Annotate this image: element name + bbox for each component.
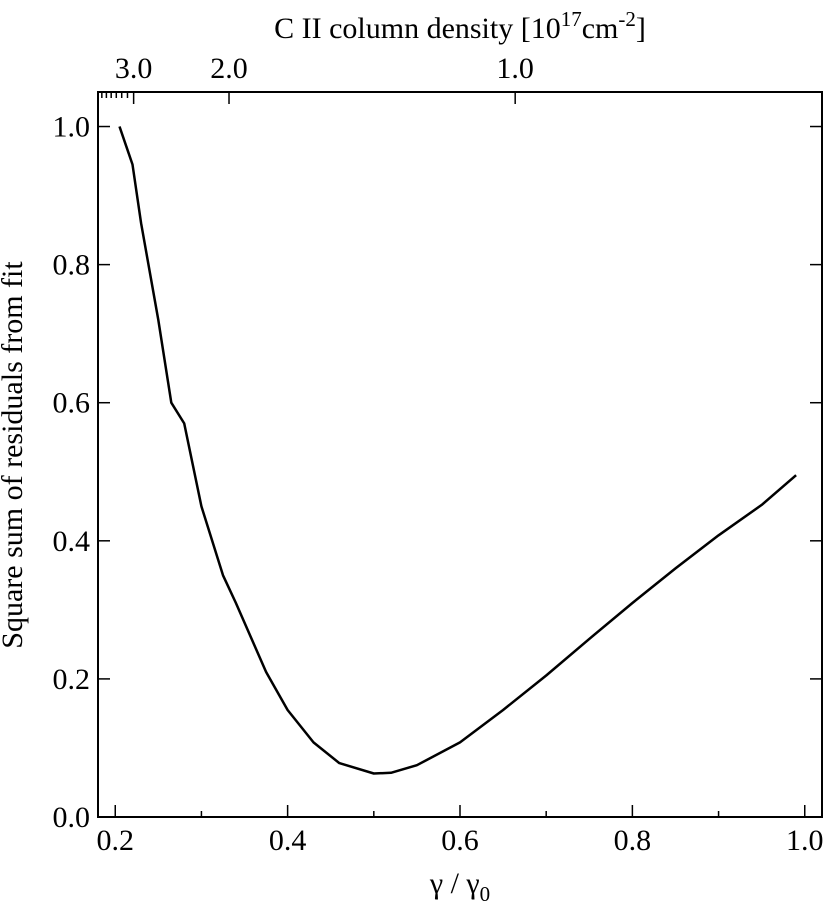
- y-tick-label: 1.0: [53, 111, 91, 144]
- plot-frame: [97, 91, 823, 818]
- text-part: ]: [636, 12, 646, 45]
- superscript: -2: [618, 7, 636, 31]
- superscript: 17: [561, 7, 582, 31]
- data-line: [118, 126, 797, 775]
- y-axis-label: Square sum of residuals from fit: [0, 261, 29, 649]
- x-tick-label: 0.4: [269, 824, 307, 857]
- text-part: cm: [582, 12, 619, 45]
- x2-tick-label: 2.0: [210, 52, 248, 85]
- top-axis-title: C II column density [1017​cm-2​]: [274, 7, 646, 45]
- x-tick-label: 0.6: [441, 824, 479, 857]
- subscript: 0: [480, 882, 491, 905]
- y-tick-label: 0.6: [53, 387, 91, 420]
- x-tick-label: 0.8: [614, 824, 652, 857]
- y-tick-label: 0.0: [53, 801, 91, 834]
- x-tick-label: 0.2: [96, 824, 134, 857]
- text-part: γ / γ: [429, 867, 480, 900]
- x-axis-label: γ / γ0​: [429, 867, 490, 905]
- text-part: C II column density [10: [274, 12, 561, 45]
- y-tick-label: 0.4: [53, 525, 91, 558]
- x2-tick-label: 1.0: [496, 52, 534, 85]
- x-tick-label: 1.0: [786, 824, 824, 857]
- x2-tick-label: 3.0: [115, 52, 153, 85]
- y-tick-label: 0.2: [53, 663, 91, 696]
- y-tick-label: 0.8: [53, 249, 91, 282]
